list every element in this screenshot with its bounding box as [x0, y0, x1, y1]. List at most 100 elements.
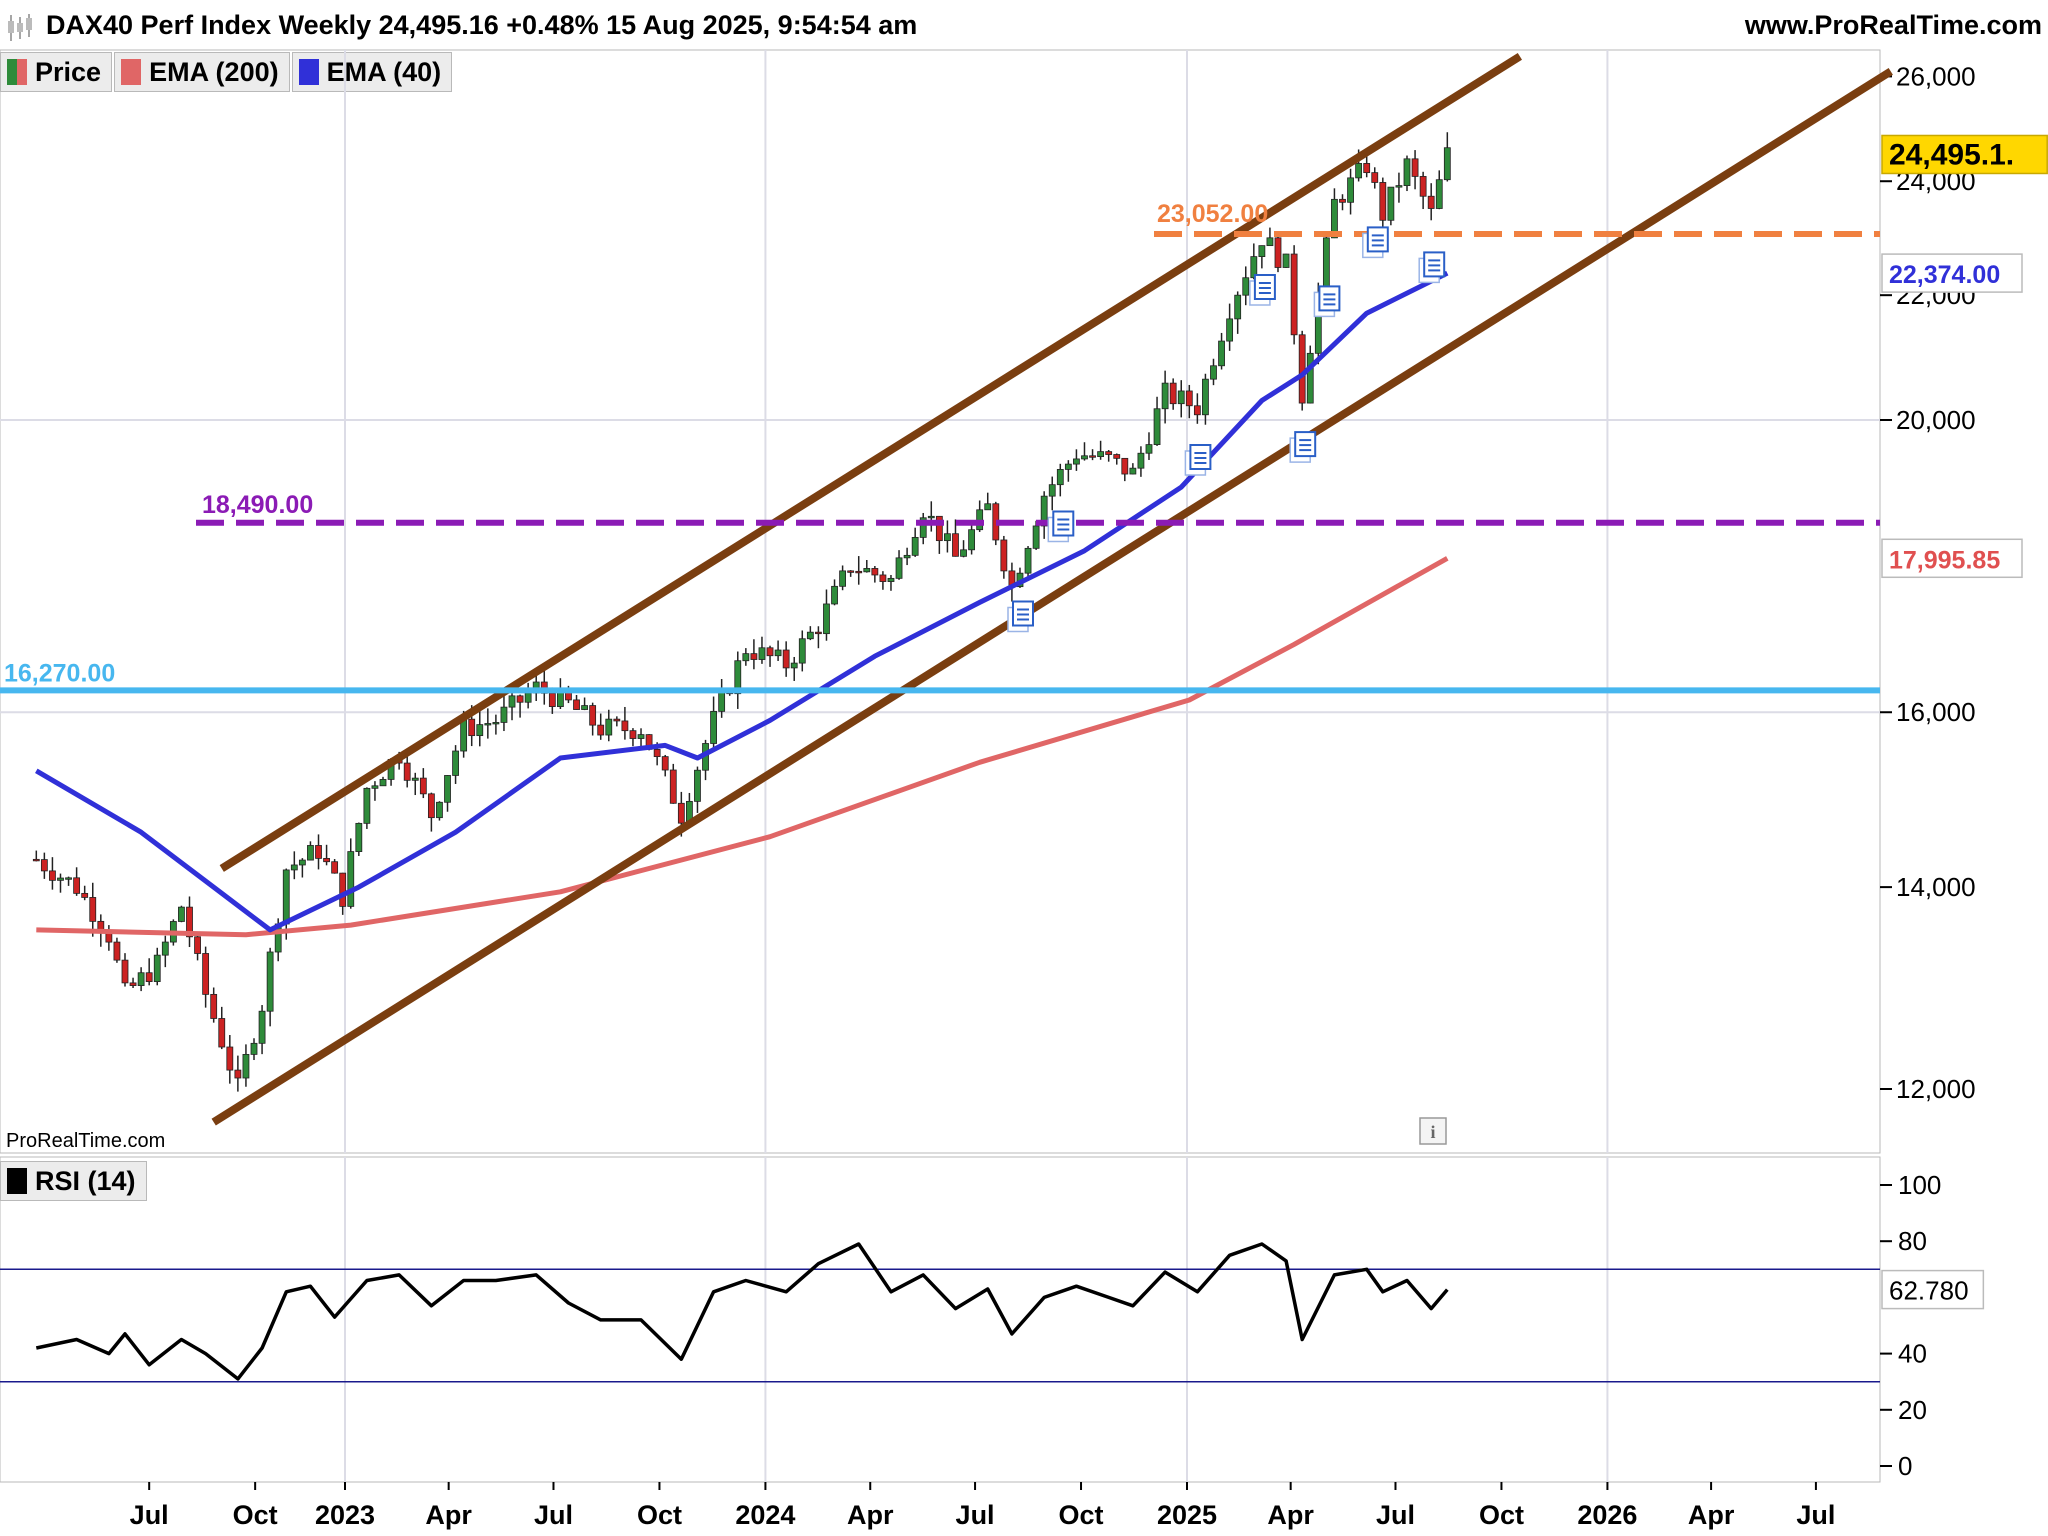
ema200-line [36, 556, 1449, 938]
candle-body [589, 705, 597, 726]
level-18490-label: 18,490.00 [202, 491, 313, 519]
candle-body [436, 801, 443, 819]
rsi-value-label-text: 62.780 [1889, 1276, 1969, 1306]
rsi-swatch-icon [7, 1168, 27, 1194]
news-document-icon[interactable] [1362, 226, 1389, 259]
news-document-icon[interactable] [1418, 251, 1446, 284]
news-document-icon[interactable] [1007, 600, 1034, 633]
rsi-value-label: 62.780 [1881, 1269, 1985, 1310]
candle-body [1113, 454, 1121, 459]
price-tick-label: 20,000 [1896, 405, 1976, 435]
price-tick-label: 26,000 [1896, 61, 1976, 91]
x-tick-label: Oct [1059, 1500, 1104, 1530]
rsi-pane-frame [0, 1156, 1881, 1483]
support-level-label: 16,270.00 [4, 659, 115, 687]
candle-body [32, 858, 40, 862]
candle-body [774, 649, 782, 657]
candle-body [1226, 318, 1234, 342]
site-link[interactable]: www.ProRealTime.com [1744, 10, 2042, 40]
legend-item-ema200[interactable]: EMA (200) [114, 52, 290, 92]
price-tick-label: 12,000 [1896, 1074, 1976, 1104]
candle-body [1161, 382, 1169, 410]
candle-body [968, 529, 976, 551]
candle-body [1443, 147, 1451, 181]
candle-body [1242, 277, 1250, 296]
candle-body [1322, 237, 1330, 295]
ema40-line [35, 270, 1449, 933]
candle-body [1073, 458, 1080, 465]
news-document-icon[interactable] [1047, 510, 1075, 543]
ema200-value-label-bg [1881, 538, 2023, 579]
candle-body [1250, 256, 1258, 279]
candlestick-logo-icon [8, 14, 32, 41]
candle-body [1040, 495, 1048, 527]
candle-body [65, 877, 72, 880]
candle-body [460, 718, 468, 752]
candle-body [1145, 444, 1153, 454]
candle-body [290, 864, 298, 871]
rsi-tick-label: 20 [1898, 1395, 1927, 1425]
ema40-swatch-icon [298, 59, 319, 85]
candle-body [81, 892, 89, 898]
candle-body [524, 692, 532, 703]
candle-body [178, 906, 185, 922]
candle-body [121, 959, 129, 984]
candle-body [1153, 408, 1161, 446]
rsi-line [35, 1242, 1449, 1381]
candle-body [1403, 158, 1411, 187]
candle-body [855, 570, 863, 574]
candle-body [1032, 525, 1040, 549]
info-icon[interactable]: i [1419, 1117, 1447, 1145]
ema40-value-label-text: 22,374.00 [1889, 261, 2000, 289]
price-pane-frame [0, 49, 1881, 1154]
last-price-label-text: 24,495.1. [1889, 138, 2014, 171]
legend-item-rsi[interactable]: RSI (14) [0, 1161, 147, 1201]
candle-body [137, 972, 145, 986]
candle-body [1419, 176, 1427, 197]
last-price-label-bg [1881, 134, 2048, 175]
candle-body [1387, 186, 1395, 221]
candle-body [508, 695, 516, 708]
news-markers [1007, 226, 1446, 633]
candlestick-series [32, 132, 1451, 1092]
candle-body [1129, 467, 1137, 475]
rsi-tick-label: 0 [1898, 1451, 1912, 1481]
news-document-icon[interactable] [1249, 274, 1276, 306]
rsi-tick-label: 80 [1898, 1226, 1927, 1256]
candle-body [750, 653, 758, 660]
candle-body [1137, 452, 1145, 469]
news-document-icon[interactable] [1184, 444, 1212, 476]
candle-body [1347, 177, 1354, 203]
candle-body [782, 649, 790, 669]
candle-body [887, 577, 895, 582]
candle-body [210, 993, 218, 1019]
candle-body [282, 869, 290, 925]
candle-body [347, 851, 355, 907]
legend-item-price[interactable]: Price [0, 52, 113, 92]
candle-body [1355, 163, 1363, 179]
candle-body [226, 1046, 234, 1071]
news-document-icon[interactable] [1289, 431, 1317, 463]
candle-body [1064, 463, 1072, 470]
candle-body [1000, 539, 1008, 572]
candle-body [1193, 405, 1201, 416]
last-price-label: 24,495.1. [1881, 134, 2048, 175]
rsi-value-label-bg [1881, 1269, 1985, 1310]
candle-body [1411, 158, 1419, 177]
candle-body [40, 859, 48, 872]
candle-body [492, 722, 500, 725]
ema40-value-label: 22,374.00 [1881, 253, 2023, 293]
candle-body [89, 897, 97, 922]
candle-body [371, 785, 379, 789]
news-document-icon[interactable] [1313, 285, 1341, 318]
info-icon-glyph: i [1430, 1122, 1435, 1142]
candle-body [677, 802, 685, 824]
candle-body [927, 515, 935, 519]
candle-body [516, 695, 524, 703]
chart-title: DAX40 Perf Index Weekly 24,495.16 +0.48%… [46, 10, 918, 40]
candle-body [355, 822, 363, 852]
candle-body [798, 638, 806, 664]
x-tick-label: Apr [847, 1500, 894, 1530]
candle-body [1048, 484, 1056, 497]
